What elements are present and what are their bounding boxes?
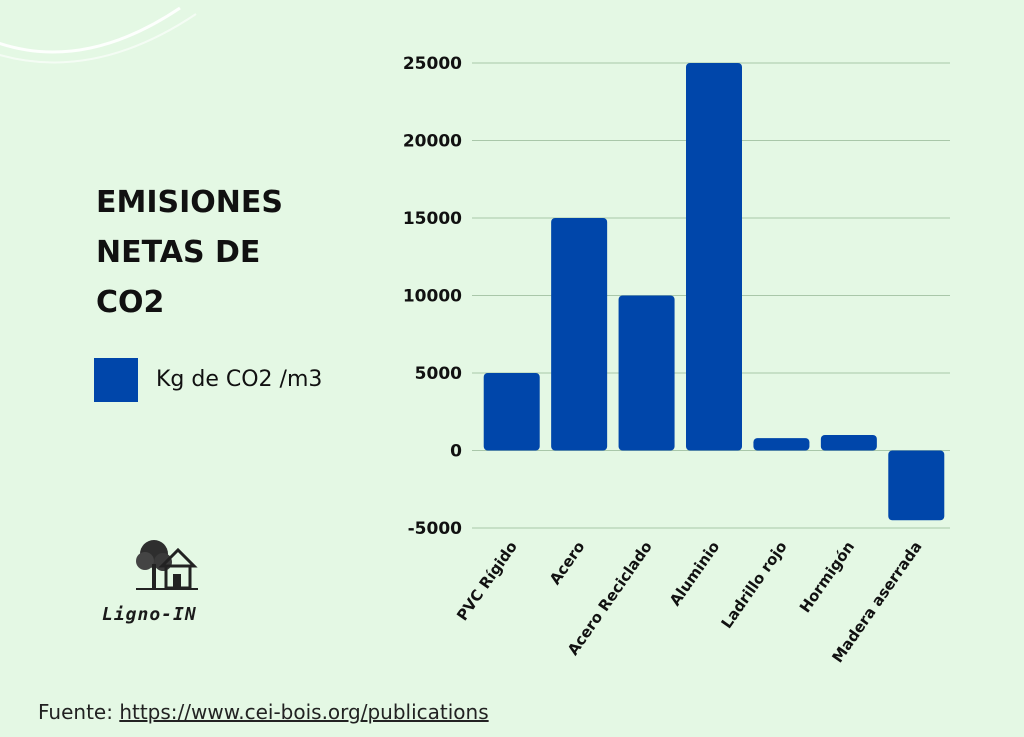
bar [888, 450, 945, 521]
decorative-arc [0, 6, 197, 64]
logo: Ligno-IN [102, 534, 232, 634]
y-tick-label: 15000 [403, 209, 462, 229]
x-category-label: Hormigón [796, 538, 858, 616]
y-tick-label: 0 [450, 442, 462, 462]
bar-layer [483, 63, 945, 521]
y-tick-label: 25000 [403, 54, 462, 74]
source-prefix: Fuente: [38, 700, 120, 724]
bar [551, 218, 608, 451]
bar [483, 373, 540, 451]
bar [686, 63, 742, 451]
y-tick-label: 10000 [403, 287, 462, 307]
y-tick-label: 5000 [415, 364, 462, 384]
legend-label: Kg de CO2 /m3 [156, 367, 323, 392]
x-category-label: Aluminio [666, 538, 723, 609]
chart-title: EMISIONES NETAS DE CO2 [96, 185, 283, 320]
source-note: Fuente: https://www.cei-bois.org/publica… [38, 700, 489, 724]
bar [820, 435, 877, 451]
source-link[interactable]: https://www.cei-bois.org/publications [119, 700, 489, 724]
bar [753, 438, 810, 451]
x-category-label: PVC Rígido [453, 538, 521, 624]
logo-text: Ligno-IN [102, 604, 197, 625]
tree-house-icon [136, 540, 198, 590]
y-tick-label: -5000 [408, 519, 463, 539]
y-axis-ticks: 25000 20000 15000 10000 5000 0 -5000 [403, 54, 462, 539]
x-category-label: Acero [546, 538, 589, 588]
x-category-label: Ladrillo rojo [718, 538, 791, 632]
bar [618, 295, 675, 451]
legend-swatch [94, 358, 138, 402]
y-tick-label: 20000 [403, 132, 462, 152]
